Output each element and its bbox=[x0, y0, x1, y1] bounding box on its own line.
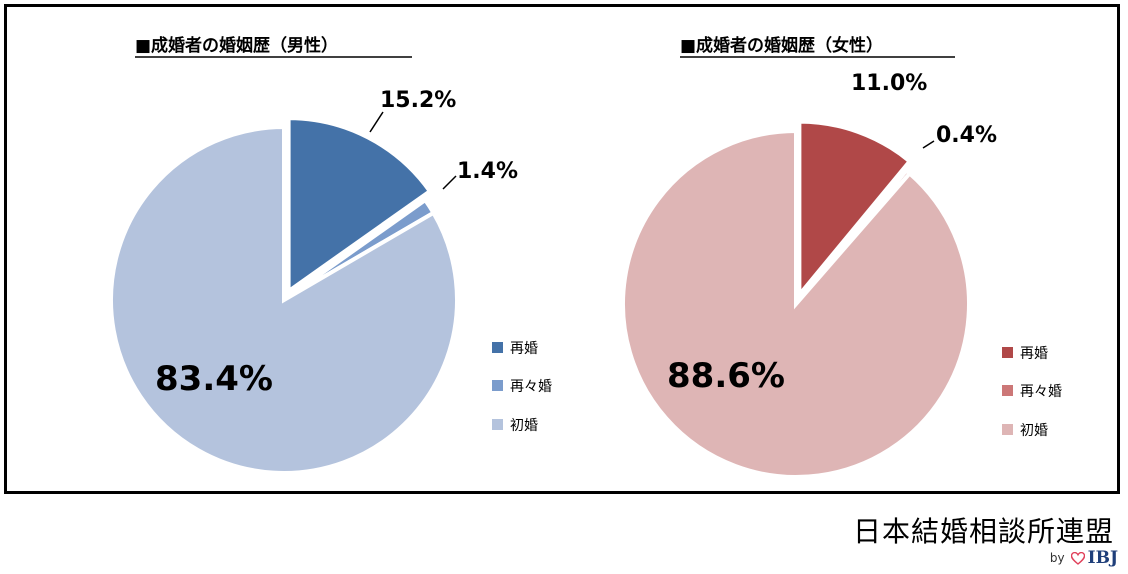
slice-label-re-remarriage-male: 1.4% bbox=[457, 159, 518, 184]
brand-by-text: by bbox=[1049, 551, 1065, 565]
legend-label-re-remarriage-female: 再々婚 bbox=[1020, 384, 1062, 400]
chart-female: ■成婚者の婚姻歴（女性） 11.0% 0.4% 88.6% 再婚 再々婚 初婚 bbox=[621, 35, 1062, 479]
legend-male: 再婚 再々婚 初婚 bbox=[492, 341, 552, 434]
leader-line-remarriage-male bbox=[369, 111, 384, 133]
organization-name: 日本結婚相談所連盟 bbox=[852, 515, 1114, 548]
legend-swatch-re-remarriage-female bbox=[1002, 385, 1013, 396]
legend-label-remarriage-male: 再婚 bbox=[510, 341, 538, 357]
legend-swatch-re-remarriage-male bbox=[492, 380, 503, 391]
chart-title-female: ■成婚者の婚姻歴（女性） bbox=[680, 35, 883, 56]
legend-female: 再婚 再々婚 初婚 bbox=[1002, 346, 1062, 439]
legend-swatch-first-marriage-male bbox=[492, 419, 503, 430]
leader-line-re-remarriage-male bbox=[442, 175, 457, 190]
slice-label-remarriage-female: 11.0% bbox=[851, 71, 927, 96]
legend-swatch-remarriage-male bbox=[492, 342, 503, 353]
brand-logo: by IBJ bbox=[1050, 548, 1118, 568]
leader-line-re-remarriage-female bbox=[922, 140, 935, 149]
legend-label-re-remarriage-male: 再々婚 bbox=[510, 379, 552, 395]
chart-male: ■成婚者の婚姻歴（男性） 15.2% 1.4% 83.4% 再婚 再々婚 初婚 bbox=[109, 35, 552, 475]
pie-slice-first-marriage-female bbox=[621, 128, 971, 479]
heart-icon bbox=[1070, 551, 1085, 565]
pie-slice-remarriage-female bbox=[797, 119, 913, 301]
legend-label-first-marriage-female: 初婚 bbox=[1020, 422, 1048, 439]
slice-label-remarriage-male: 15.2% bbox=[380, 88, 456, 113]
legend-swatch-remarriage-female bbox=[1002, 347, 1013, 358]
brand-ibj-text: IBJ bbox=[1087, 548, 1118, 568]
legend-label-remarriage-female: 再婚 bbox=[1020, 346, 1048, 362]
legend-label-first-marriage-male: 初婚 bbox=[510, 417, 538, 434]
legend-swatch-first-marriage-female bbox=[1002, 424, 1013, 435]
slice-label-first-marriage-male: 83.4% bbox=[155, 359, 273, 399]
chart-title-male: ■成婚者の婚姻歴（男性） bbox=[135, 35, 338, 56]
pie-slice-remarriage-male bbox=[286, 116, 433, 295]
slice-label-re-remarriage-female: 0.4% bbox=[936, 123, 997, 148]
slice-label-first-marriage-female: 88.6% bbox=[667, 356, 785, 396]
pie-slice-first-marriage-male bbox=[109, 124, 459, 475]
